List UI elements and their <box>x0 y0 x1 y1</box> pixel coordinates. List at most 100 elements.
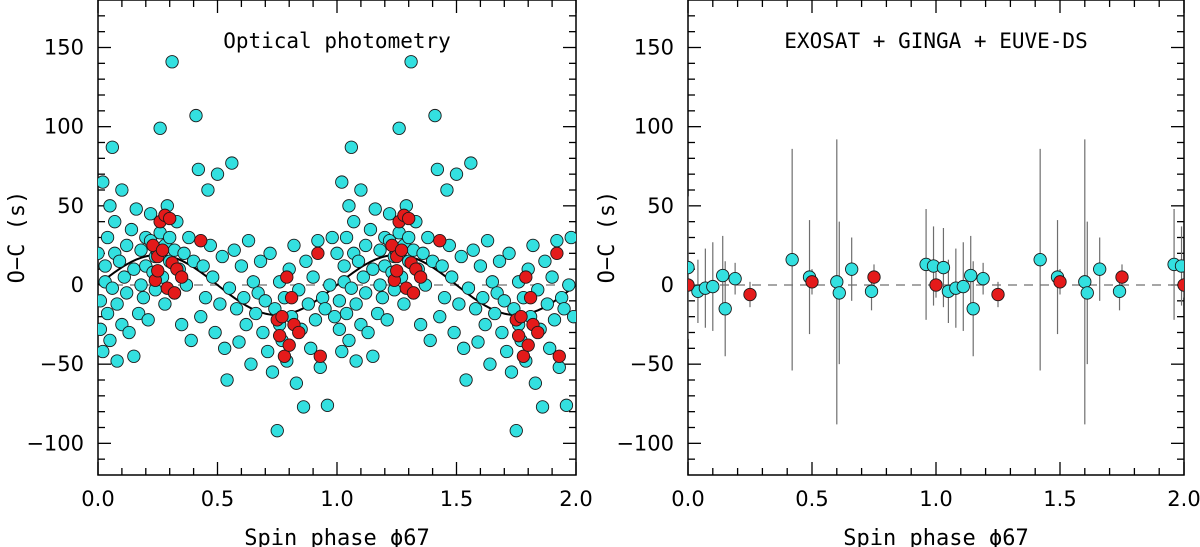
data-point <box>100 230 115 245</box>
data-point <box>191 162 206 177</box>
data-point <box>523 291 538 305</box>
data-point <box>196 259 210 273</box>
data-point <box>287 238 301 253</box>
x-tick-label: 2.0 <box>559 487 592 511</box>
data-point <box>485 275 499 289</box>
data-point <box>241 234 256 248</box>
data-point <box>1078 275 1092 289</box>
data-point <box>299 254 313 268</box>
data-point <box>457 341 471 355</box>
data-point <box>495 325 509 340</box>
data-point <box>359 238 373 253</box>
data-point <box>344 140 358 154</box>
data-point <box>313 360 327 374</box>
data-point <box>234 259 249 273</box>
data-point <box>832 286 846 300</box>
data-point <box>433 310 447 324</box>
data-point <box>112 254 127 268</box>
data-point <box>339 306 354 321</box>
data-point <box>1112 284 1127 298</box>
data-point <box>313 349 327 363</box>
y-tick-label: 0 <box>661 273 674 297</box>
data-point <box>538 254 552 268</box>
data-point <box>108 215 122 229</box>
data-point <box>189 108 203 123</box>
data-point <box>151 264 165 278</box>
data-point <box>244 357 258 371</box>
data-point <box>163 211 177 226</box>
data-point <box>531 325 545 340</box>
data-point <box>366 262 380 276</box>
y-tick-label: 150 <box>44 36 84 60</box>
x-tick-label: 0.0 <box>81 487 114 511</box>
data-point <box>316 291 330 305</box>
data-point <box>466 243 480 257</box>
data-point <box>550 246 564 260</box>
data-point <box>416 246 430 260</box>
data-point <box>98 259 112 273</box>
data-point <box>220 373 234 387</box>
data-point <box>103 199 117 213</box>
data-point <box>361 325 375 340</box>
data-point <box>545 270 559 284</box>
data-point <box>344 281 358 295</box>
data-point <box>535 400 550 414</box>
data-point <box>351 254 366 268</box>
data-point <box>174 270 189 284</box>
data-point <box>380 313 394 327</box>
data-point <box>349 297 363 311</box>
data-point <box>330 246 344 260</box>
data-point <box>1033 253 1047 267</box>
data-point <box>509 424 523 438</box>
data-point <box>275 310 289 324</box>
x-tick-label: 1.0 <box>919 487 952 511</box>
red-points <box>688 270 1184 302</box>
data-point <box>194 234 208 248</box>
data-point <box>488 306 502 321</box>
data-point <box>454 249 468 264</box>
data-point <box>976 272 990 286</box>
data-point <box>473 259 488 273</box>
data-point <box>449 167 464 181</box>
data-point <box>521 338 535 352</box>
x-axis-label: Spin phase ϕ67 <box>244 526 429 547</box>
data-point <box>311 234 325 248</box>
data-point <box>991 287 1005 302</box>
data-point <box>239 317 253 332</box>
data-point <box>359 286 373 300</box>
data-point <box>421 230 435 245</box>
data-point <box>318 302 332 316</box>
data-point <box>98 344 110 359</box>
data-point <box>435 259 449 273</box>
panel-title: Optical photometry <box>223 29 451 53</box>
data-point <box>325 230 339 245</box>
data-point <box>127 349 141 363</box>
x-tick-label: 1.0 <box>320 487 353 511</box>
x-tick-label: 0.5 <box>201 487 234 511</box>
data-point <box>397 297 411 311</box>
data-point <box>1177 278 1184 292</box>
data-point <box>227 243 241 257</box>
data-point <box>559 398 574 412</box>
data-point <box>468 302 483 316</box>
data-point <box>117 270 131 284</box>
y-tick-label: −50 <box>630 352 674 376</box>
data-point <box>402 230 416 245</box>
data-point <box>272 329 287 343</box>
data-point <box>163 230 177 245</box>
data-point <box>110 297 124 311</box>
data-point <box>471 335 485 349</box>
data-point <box>131 306 146 321</box>
data-point <box>483 357 497 371</box>
data-point <box>413 317 428 332</box>
data-point <box>218 341 232 355</box>
data-point <box>115 183 129 197</box>
data-point <box>459 373 473 387</box>
data-point <box>845 262 859 276</box>
y-tick-label: 50 <box>57 194 84 218</box>
data-point <box>103 333 117 348</box>
data-point <box>390 264 404 278</box>
data-point <box>323 278 337 292</box>
x-tick-label: 0.0 <box>671 487 704 511</box>
data-point <box>373 243 387 257</box>
